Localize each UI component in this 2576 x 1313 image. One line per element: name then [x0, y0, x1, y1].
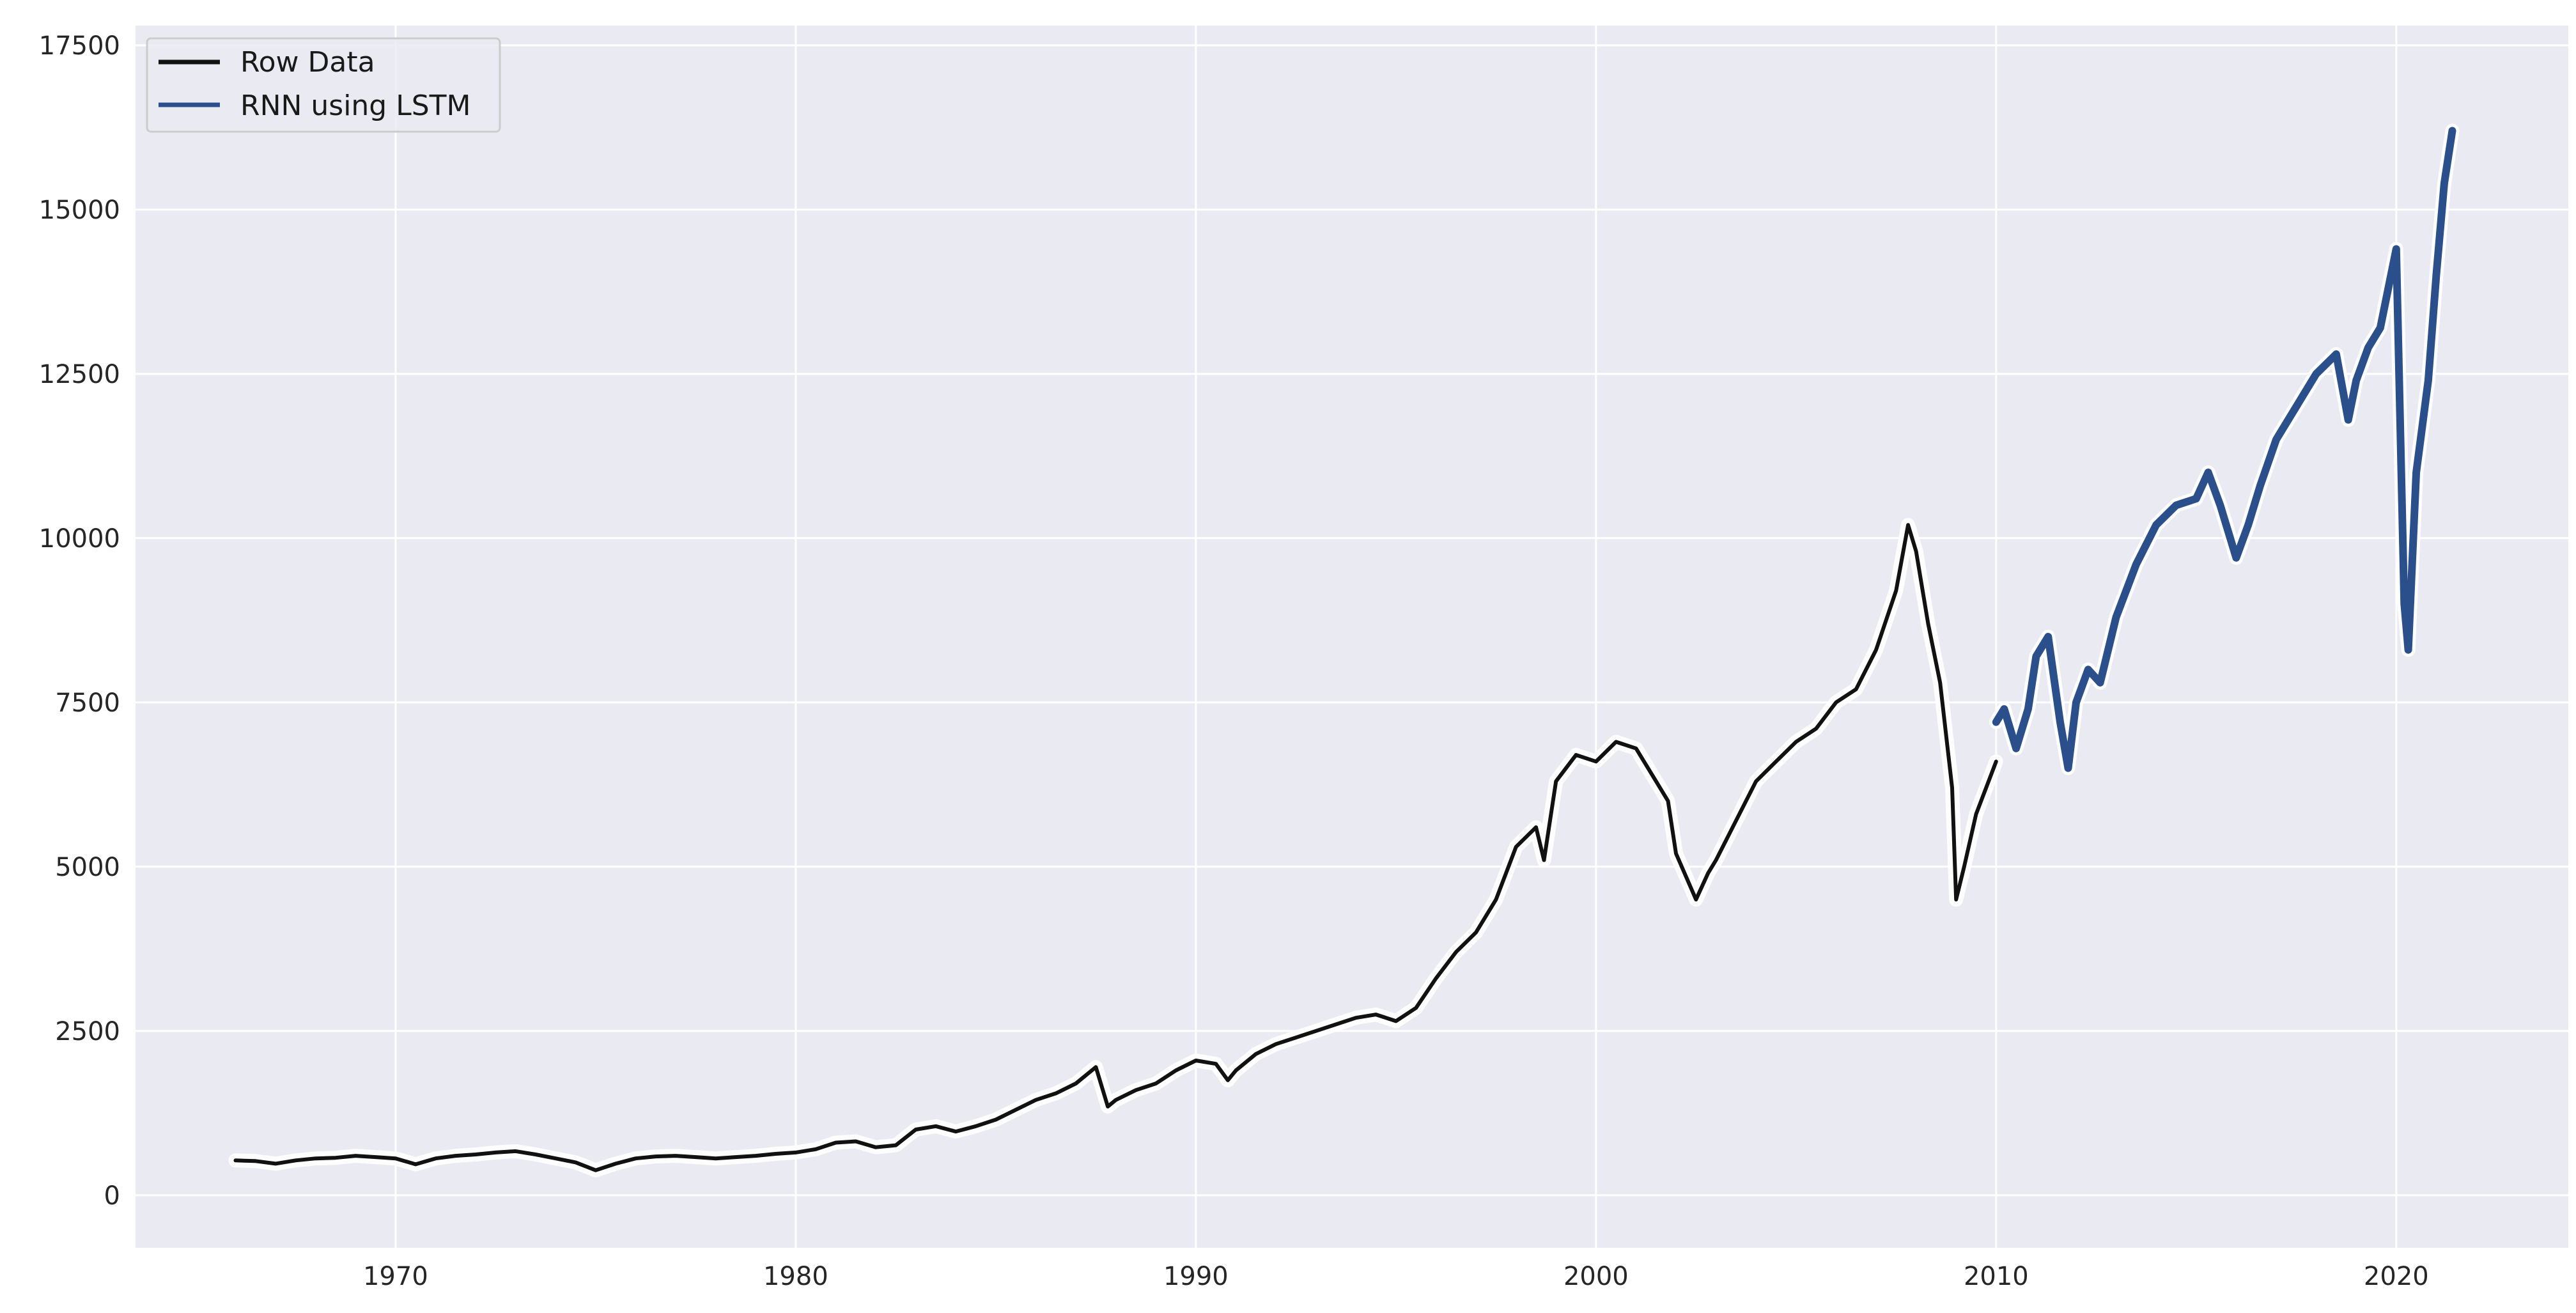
legend-frame: [146, 37, 501, 133]
y-tick-label: 5000: [55, 853, 120, 882]
tick-layer: 0 2500 5000 7500 10000 12500 15000 17500 1970 198…: [39, 31, 2429, 1291]
x-tick-label: 1970: [363, 1262, 428, 1291]
y-tick-label: 15000: [39, 196, 120, 225]
x-tick-label: 1990: [1163, 1262, 1229, 1291]
plot-background: [136, 26, 2568, 1248]
y-tick-label: 7500: [55, 688, 120, 718]
y-tick-label: 10000: [39, 524, 120, 554]
y-tick-label: 17500: [39, 31, 120, 61]
y-tick-label: 0: [104, 1181, 120, 1211]
x-tick-label: 1980: [763, 1262, 828, 1291]
legend-label-rnn-using-lstm: RNN using LSTM: [240, 89, 471, 122]
series-layer: [228, 123, 2460, 1177]
y-tick-label: 12500: [39, 360, 120, 389]
grid-layer: [136, 26, 2568, 1248]
legend: Row Data RNN using LSTM: [146, 37, 501, 133]
legend-label-row-data: Row Data: [240, 46, 375, 79]
x-tick-label: 2020: [2364, 1262, 2429, 1291]
series-line-row-data: [233, 523, 1998, 1172]
y-tick-label: 2500: [55, 1017, 120, 1046]
x-tick-label: 2010: [1964, 1262, 2029, 1291]
x-tick-label: 2000: [1563, 1262, 1629, 1291]
